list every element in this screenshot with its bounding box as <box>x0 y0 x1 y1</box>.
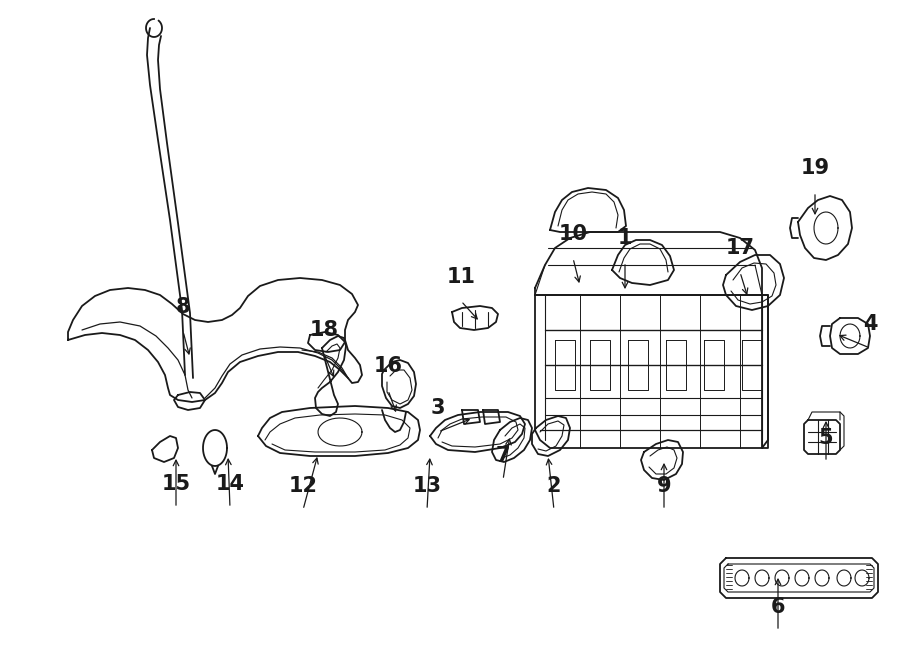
Text: 6: 6 <box>770 597 785 617</box>
Text: 12: 12 <box>289 476 318 496</box>
Text: 16: 16 <box>374 356 402 376</box>
Text: 19: 19 <box>800 158 830 178</box>
Text: 3: 3 <box>431 398 446 418</box>
Text: 7: 7 <box>496 446 510 466</box>
Text: 18: 18 <box>310 320 338 340</box>
Text: 8: 8 <box>176 297 190 317</box>
Text: 14: 14 <box>215 474 245 494</box>
Text: 5: 5 <box>819 428 833 448</box>
Text: 13: 13 <box>412 476 442 496</box>
Text: 10: 10 <box>559 224 588 244</box>
Text: 4: 4 <box>863 314 878 334</box>
Text: 2: 2 <box>547 476 562 496</box>
Text: 9: 9 <box>657 476 671 496</box>
Text: 17: 17 <box>725 238 754 258</box>
Text: 1: 1 <box>617 228 632 248</box>
Text: 15: 15 <box>161 474 191 494</box>
Text: 11: 11 <box>446 267 475 287</box>
